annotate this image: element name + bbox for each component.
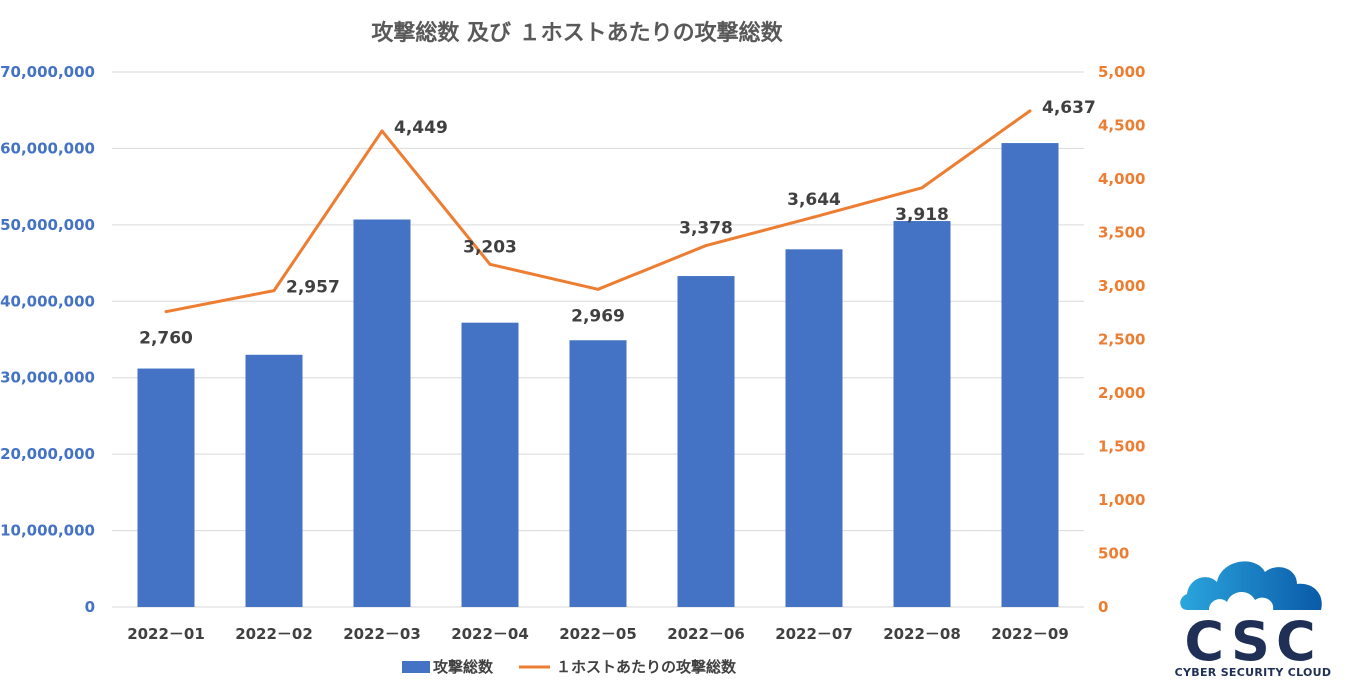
legend-label-bar: 攻撃総数 <box>433 658 494 676</box>
data-label: 4,449 <box>394 118 448 138</box>
data-label: 4,637 <box>1042 98 1096 118</box>
x-tick-label: 2022－09 <box>991 625 1069 643</box>
right-tick-label: 1,500 <box>1098 438 1145 456</box>
line-series: 2,760 2,957 4,449 3,203 2,969 3,378 3,644 3,918… <box>139 98 1096 349</box>
line-point <box>704 244 708 248</box>
right-tick-label: 3,500 <box>1098 224 1145 242</box>
right-axis: 0 500 1,000 1,500 2,000 2,500 3,000 3,500 4,000 4… <box>1098 63 1145 616</box>
chart-title: 攻撃総数 及び １ホストあたりの攻撃総数 <box>371 20 783 46</box>
line-point <box>920 186 924 190</box>
left-tick-label: 30,000,000 <box>0 369 95 387</box>
right-tick-label: 0 <box>1098 598 1108 616</box>
legend: 攻撃総数 １ホストあたりの攻撃総数 <box>402 658 737 676</box>
left-tick-label: 10,000,000 <box>0 522 95 540</box>
bar <box>893 221 951 608</box>
legend-swatch-bar <box>402 661 430 673</box>
x-tick-label: 2022－06 <box>667 625 745 643</box>
x-tick-label: 2022－04 <box>451 625 529 643</box>
left-tick-label: 60,000,000 <box>0 139 95 157</box>
data-label: 2,957 <box>286 278 340 298</box>
line-point <box>596 287 600 291</box>
bar <box>785 249 843 608</box>
bar <box>1001 143 1059 608</box>
line-point <box>488 262 492 266</box>
bar <box>677 276 735 607</box>
data-label: 2,969 <box>571 306 625 326</box>
bar <box>137 368 195 607</box>
line-point <box>380 129 384 133</box>
bar <box>569 340 627 607</box>
x-tick-label: 2022－02 <box>235 625 313 643</box>
x-tick-label: 2022－08 <box>883 625 961 643</box>
cloud-icon <box>1180 561 1322 610</box>
data-label: 3,918 <box>895 205 949 225</box>
left-axis: 0 10,000,000 20,000,000 30,000,000 40,000,00… <box>0 63 95 616</box>
right-tick-label: 3,000 <box>1098 277 1145 295</box>
data-label: 3,644 <box>787 190 841 210</box>
bar <box>353 219 411 607</box>
x-tick-label: 2022－01 <box>127 625 205 643</box>
line-point <box>272 289 276 293</box>
x-tick-label: 2022－07 <box>775 625 853 643</box>
line-point <box>1028 109 1032 113</box>
x-tick-label: 2022－05 <box>559 625 637 643</box>
left-tick-label: 50,000,000 <box>0 216 95 234</box>
bar <box>461 322 519 607</box>
left-tick-label: 0 <box>85 598 95 616</box>
data-label: 2,760 <box>139 329 193 349</box>
data-label: 3,378 <box>679 219 733 239</box>
right-tick-label: 2,500 <box>1098 331 1145 349</box>
x-tick-label: 2022－03 <box>343 625 421 643</box>
left-tick-label: 70,000,000 <box>0 63 95 81</box>
left-tick-label: 40,000,000 <box>0 292 95 310</box>
right-tick-label: 500 <box>1098 545 1129 563</box>
bar-series <box>137 143 1059 608</box>
right-tick-label: 5,000 <box>1098 63 1145 81</box>
csc-logo: CSC CYBER SECURITY CLOUD <box>1175 561 1332 679</box>
data-label: 3,203 <box>463 237 517 257</box>
right-tick-label: 2,000 <box>1098 384 1145 402</box>
logo-name: CYBER SECURITY CLOUD <box>1175 666 1332 679</box>
line-point <box>164 310 168 314</box>
legend-label-line: １ホストあたりの攻撃総数 <box>556 658 737 676</box>
left-tick-label: 20,000,000 <box>0 445 95 463</box>
right-tick-label: 4,500 <box>1098 117 1145 135</box>
bar <box>245 354 303 607</box>
right-tick-label: 1,000 <box>1098 491 1145 509</box>
line-point <box>812 215 816 219</box>
x-axis: 2022－01 2022－02 2022－03 2022－04 2022－05 2022－… <box>127 625 1069 643</box>
logo-letters: CSC <box>1184 610 1321 673</box>
right-tick-label: 4,000 <box>1098 170 1145 188</box>
